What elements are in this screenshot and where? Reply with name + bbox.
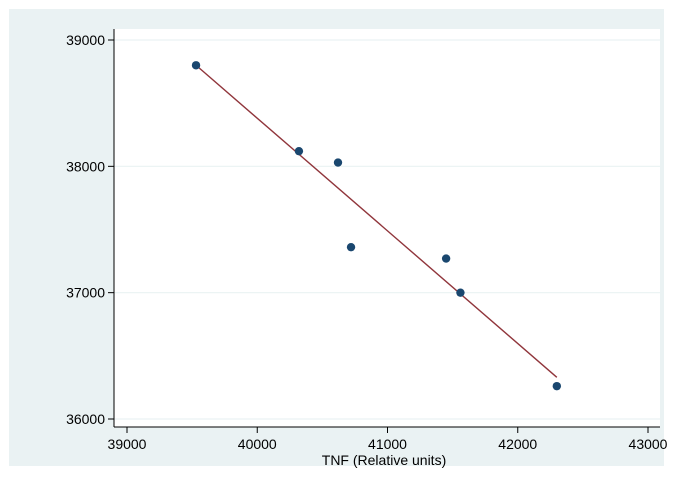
data-point	[333, 158, 343, 167]
data-point	[441, 254, 451, 263]
x-axis-label: TNF (Relative units)	[322, 452, 446, 468]
fit-line-layer	[195, 64, 558, 378]
y-tick-label: 36000	[66, 411, 105, 427]
data-point	[294, 146, 304, 156]
axes: 36000 37000 38000 39000 39000 40000 41000 42000…	[66, 29, 668, 452]
fitted-line	[195, 64, 558, 378]
data-points	[191, 61, 562, 391]
data-point	[456, 288, 465, 297]
data-point	[552, 381, 562, 391]
grid-lines	[114, 39, 660, 420]
y-tick-label: 39000	[66, 32, 105, 48]
y-tick-label: 37000	[66, 285, 105, 301]
plot-area	[114, 29, 660, 427]
x-tick-label: 41000	[368, 436, 407, 452]
data-point	[191, 61, 201, 70]
data-point	[346, 242, 356, 252]
x-tick-label: 42000	[498, 436, 537, 452]
x-tick-label: 40000	[238, 436, 277, 452]
y-tick-label: 38000	[66, 158, 105, 174]
x-tick-label: 39000	[108, 436, 147, 452]
x-tick-label: 43000	[629, 436, 668, 452]
